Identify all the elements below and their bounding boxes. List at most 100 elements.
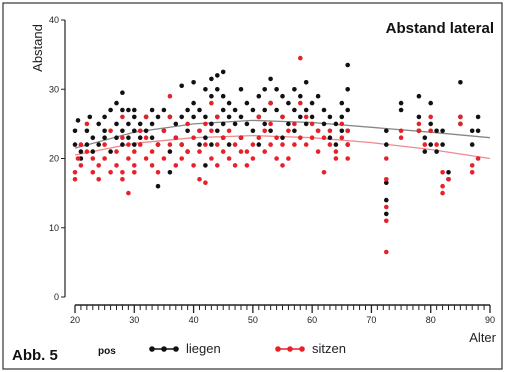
data-point-sitzen <box>209 128 214 134</box>
data-point-sitzen <box>333 149 339 154</box>
data-point-liegen <box>339 114 345 120</box>
data-point-sitzen <box>72 177 78 182</box>
data-point-liegen <box>102 135 107 140</box>
data-point-sitzen <box>303 114 309 120</box>
data-point-liegen <box>226 100 232 106</box>
data-point-liegen <box>90 149 96 154</box>
data-point-liegen <box>280 135 285 140</box>
data-point-sitzen <box>161 156 167 161</box>
data-point-sitzen <box>149 163 155 168</box>
data-point-sitzen <box>155 170 161 175</box>
data-point-sitzen <box>179 156 184 161</box>
data-point-sitzen <box>384 156 389 161</box>
data-point-liegen <box>250 107 256 113</box>
data-point-liegen <box>333 121 339 127</box>
data-point-liegen <box>203 114 208 120</box>
data-point-sitzen <box>458 114 463 120</box>
data-point-liegen <box>321 121 327 127</box>
data-point-sitzen <box>108 128 113 134</box>
data-point-liegen <box>209 121 214 127</box>
data-point-liegen <box>120 90 125 95</box>
data-point-liegen <box>309 114 315 120</box>
data-point-sitzen <box>155 142 161 147</box>
data-point-liegen <box>469 142 475 147</box>
data-point-liegen <box>446 170 451 175</box>
data-point-sitzen <box>274 156 279 161</box>
y-tick-label: 40 <box>49 15 59 25</box>
data-point-liegen <box>220 93 226 99</box>
data-point-liegen <box>250 128 256 134</box>
data-point-sitzen <box>173 135 179 140</box>
data-point-sitzen <box>197 149 202 154</box>
data-point-sitzen <box>384 218 389 224</box>
data-point-sitzen <box>197 128 202 134</box>
x-tick-label: 50 <box>248 315 258 325</box>
data-point-sitzen <box>209 156 214 161</box>
data-point-liegen <box>90 135 96 140</box>
y-tick-label: 30 <box>49 84 59 94</box>
data-point-liegen <box>215 128 220 134</box>
data-point-sitzen <box>250 142 256 147</box>
data-point-liegen <box>114 121 119 127</box>
data-point-liegen <box>428 121 434 127</box>
data-point-sitzen <box>209 100 214 106</box>
data-point-liegen <box>244 100 250 106</box>
data-point-sitzen <box>345 128 351 134</box>
x-tick-label: 80 <box>426 315 436 325</box>
data-point-liegen <box>220 121 226 127</box>
data-point-sitzen <box>292 121 297 127</box>
data-point-liegen <box>120 107 125 113</box>
data-point-sitzen <box>78 163 84 168</box>
data-point-liegen <box>203 163 208 168</box>
data-point-sitzen <box>250 156 256 161</box>
data-point-liegen <box>440 142 445 147</box>
data-point-sitzen <box>173 163 179 168</box>
data-point-liegen <box>197 142 202 147</box>
data-points <box>72 55 481 255</box>
data-point-liegen <box>384 211 389 217</box>
data-point-liegen <box>209 93 214 99</box>
data-point-sitzen <box>238 149 244 154</box>
data-point-sitzen <box>440 190 445 196</box>
data-point-liegen <box>298 114 303 120</box>
data-point-liegen <box>345 107 351 113</box>
legend-marker-liegen <box>161 346 167 352</box>
data-point-liegen <box>434 128 439 134</box>
data-point-liegen <box>440 128 445 134</box>
data-point-liegen <box>345 62 351 68</box>
data-point-sitzen <box>446 177 451 182</box>
data-point-sitzen <box>96 177 101 182</box>
data-point-liegen <box>256 93 262 99</box>
data-point-liegen <box>161 107 167 113</box>
data-point-sitzen <box>384 249 389 255</box>
data-point-liegen <box>72 128 78 134</box>
data-point-sitzen <box>286 156 291 161</box>
data-point-sitzen <box>303 142 309 147</box>
data-point-sitzen <box>238 135 244 140</box>
data-point-liegen <box>96 142 101 147</box>
data-point-liegen <box>398 107 404 113</box>
data-point-sitzen <box>298 100 303 106</box>
data-point-sitzen <box>286 128 291 134</box>
legend-marker-sitzen <box>299 346 305 352</box>
data-point-liegen <box>268 128 273 134</box>
data-point-sitzen <box>327 142 333 147</box>
data-point-liegen <box>215 73 220 78</box>
data-point-liegen <box>292 128 297 134</box>
data-point-liegen <box>238 114 244 120</box>
data-point-sitzen <box>185 121 190 127</box>
data-point-sitzen <box>120 114 125 120</box>
data-point-liegen <box>96 121 101 127</box>
data-point-liegen <box>274 87 279 92</box>
data-point-sitzen <box>161 128 167 134</box>
data-point-sitzen <box>321 135 327 140</box>
data-point-liegen <box>384 197 389 203</box>
chart-title: Abstand lateral <box>386 20 494 37</box>
data-point-liegen <box>84 128 90 134</box>
data-point-liegen <box>167 149 173 154</box>
data-point-sitzen <box>327 128 333 134</box>
data-point-liegen <box>215 87 220 92</box>
data-point-liegen <box>292 107 297 113</box>
data-point-sitzen <box>232 142 238 147</box>
